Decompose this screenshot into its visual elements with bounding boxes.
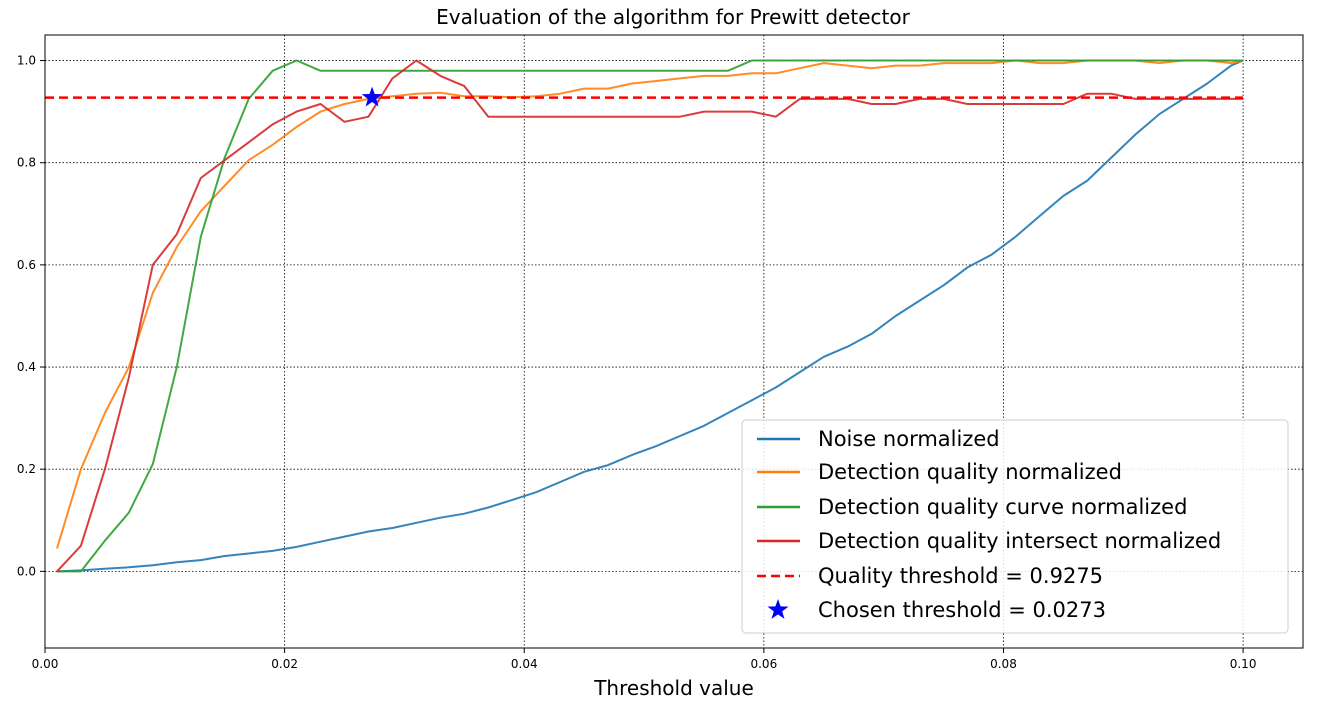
legend: Noise normalized Detection quality norma… [741,419,1289,634]
series-line-quality [56,59,1244,549]
legend-box [741,419,1289,634]
y-tick-label: 0.6 [17,258,36,272]
x-tick-label: 0.04 [511,657,538,671]
series-group [56,59,1244,573]
x-axis: 0.00 0.02 0.04 0.06 0.08 0.10 [32,648,1257,671]
x-tick-label: 0.06 [750,657,777,671]
x-tick-label: 0.02 [271,657,298,671]
series-line-quality-intersect [56,59,1244,573]
series-line-noise [56,59,1244,573]
plot-frame [44,34,1304,649]
y-tick-label: 1.0 [17,54,36,68]
legend-label-quality-intersect: Detection quality intersect normalized [818,529,1221,553]
x-axis-label: Threshold value [593,676,754,700]
x-tick-label: 0.08 [990,657,1017,671]
x-tick-label: 0.10 [1230,657,1257,671]
y-axis: 0.0 0.2 0.4 0.6 0.8 1.0 [17,54,45,578]
y-tick-label: 0.4 [17,360,36,374]
legend-label-noise: Noise normalized [818,427,1000,451]
legend-star-icon [767,599,789,619]
series-line-quality-curve [57,59,1244,573]
annotation-group [45,86,1244,107]
chosen-threshold-star-icon [361,86,383,107]
legend-label-quality-curve: Detection quality curve normalized [818,495,1187,519]
chart-title: Evaluation of the algorithm for Prewitt … [436,5,910,29]
legend-label-chosen: Chosen threshold = 0.0273 [818,598,1106,622]
x-tick-label: 0.00 [32,657,59,671]
y-tick-label: 0.8 [17,156,36,170]
legend-label-threshold: Quality threshold = 0.9275 [818,564,1103,588]
legend-label-quality: Detection quality normalized [818,460,1122,484]
y-tick-label: 0.0 [17,564,36,578]
y-tick-label: 0.2 [17,462,36,476]
